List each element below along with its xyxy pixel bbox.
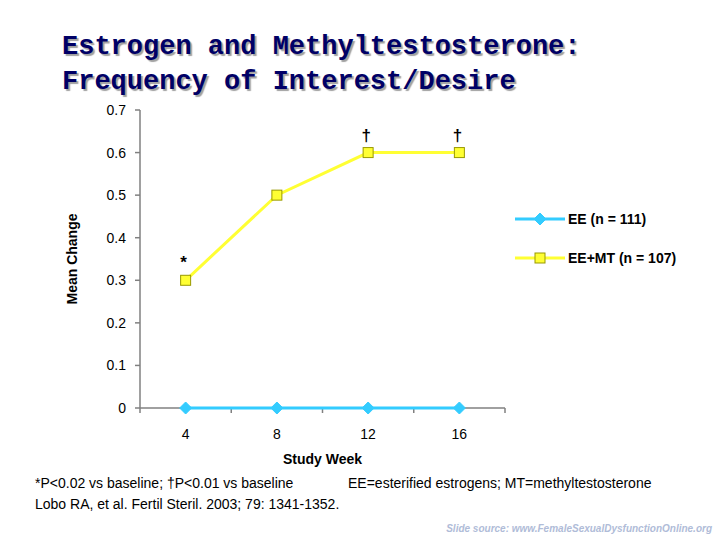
title: Estrogen and Methyltestosterone: Frequen… (62, 30, 622, 100)
y-tick-label: 0.6 (107, 145, 127, 161)
annotation: † (453, 126, 462, 145)
y-tick (135, 109, 140, 111)
x-tick-label: 12 (360, 426, 376, 442)
y-tick-label: 0.3 (107, 272, 127, 288)
x-tick-label: 4 (182, 426, 190, 442)
y-tick-label: 0 (118, 400, 126, 416)
x-axis (140, 407, 505, 409)
y-tick-label: 0.2 (107, 315, 127, 331)
y-tick (135, 194, 140, 196)
legend-label: EE (n = 111) (568, 211, 646, 227)
footnote: EE=esterified estrogens; MT=methyltestos… (348, 475, 652, 491)
source: Slide source: www.FemaleSexualDysfunctio… (446, 523, 712, 534)
marker (272, 190, 282, 200)
y-tick-label: 0.7 (107, 102, 127, 118)
annotation: * (180, 253, 187, 272)
y-axis (139, 110, 141, 408)
y-tick-label: 0.4 (107, 230, 127, 246)
page: {"chart_data": {"type": "line", "title":… (0, 0, 720, 540)
marker (453, 402, 465, 414)
y-axis-label: Mean Change (64, 213, 80, 304)
marker (454, 148, 464, 158)
marker (271, 402, 283, 414)
legend-marker (534, 213, 546, 225)
legend-label: EE+MT (n = 107) (568, 250, 676, 266)
plot-area (180, 148, 466, 414)
x-tick (504, 408, 506, 413)
marker (362, 402, 374, 414)
x-axis-label: Study Week (283, 451, 362, 467)
y-tick-label: 0.5 (107, 187, 127, 203)
y-tick (135, 280, 140, 282)
y-tick (135, 152, 140, 154)
x-tick-label: 8 (273, 426, 281, 442)
y-tick-label: 0.1 (107, 357, 127, 373)
y-tick (135, 322, 140, 324)
footnote: *P<0.02 vs baseline; †P<0.01 vs baseline (35, 475, 294, 491)
annotation: † (361, 126, 370, 145)
marker (181, 275, 191, 285)
marker (180, 402, 192, 414)
y-tick (135, 365, 140, 367)
footnote: Lobo RA, et al. Fertil Steril. 2003; 79:… (35, 496, 339, 512)
legend-marker (535, 253, 545, 263)
series-line (186, 153, 460, 281)
legend: EE (n = 111) EE+MT (n = 107) (515, 211, 676, 266)
chart: 0 0.1 0.2 0.3 0.4 0.5 0.6 0.7 4 8 12 16 Study Week Me… (0, 0, 720, 540)
y-tick (135, 237, 140, 239)
x-tick (139, 408, 141, 413)
marker (363, 148, 373, 158)
x-tick-label: 16 (452, 426, 468, 442)
series-line (186, 407, 460, 410)
